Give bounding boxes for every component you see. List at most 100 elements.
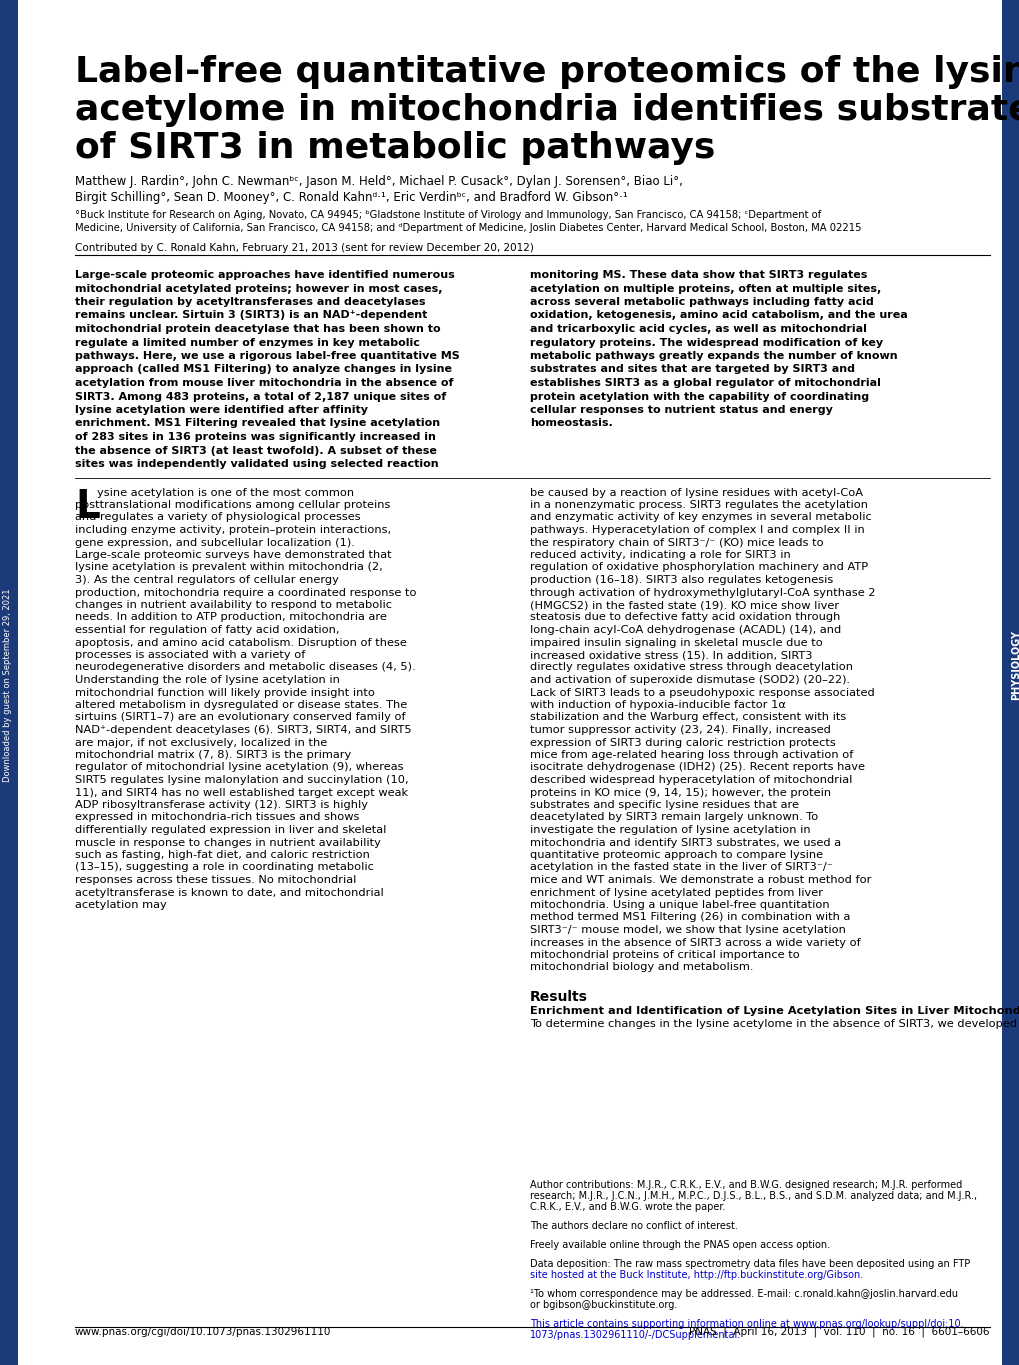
Text: site hosted at the Buck Institute, http://ftp.buckinstitute.org/Gibson.: site hosted at the Buck Institute, http:… [530,1269,862,1280]
Text: expression of SIRT3 during caloric restriction protects: expression of SIRT3 during caloric restr… [530,737,835,748]
Text: regulator of mitochondrial lysine acetylation (9), whereas: regulator of mitochondrial lysine acetyl… [75,763,404,773]
Text: Freely available online through the PNAS open access option.: Freely available online through the PNAS… [530,1239,829,1250]
Text: steatosis due to defective fatty acid oxidation through: steatosis due to defective fatty acid ox… [530,613,840,622]
Text: are major, if not exclusively, localized in the: are major, if not exclusively, localized… [75,737,327,748]
Text: processes is associated with a variety of: processes is associated with a variety o… [75,650,305,661]
Text: with induction of hypoxia-inducible factor 1α: with induction of hypoxia-inducible fact… [530,700,785,710]
Text: PNAS  |  April 16, 2013  |  vol. 110  |  no. 16  |  6601–6606: PNAS | April 16, 2013 | vol. 110 | no. 1… [689,1327,989,1336]
Text: ysine acetylation is one of the most common: ysine acetylation is one of the most com… [97,487,354,497]
Text: Lack of SIRT3 leads to a pseudohypoxic response associated: Lack of SIRT3 leads to a pseudohypoxic r… [530,688,874,698]
Text: increased oxidative stress (15). In addition, SIRT3: increased oxidative stress (15). In addi… [530,650,812,661]
Text: substrates and specific lysine residues that are: substrates and specific lysine residues … [530,800,798,809]
Text: (13–15), suggesting a role in coordinating metabolic: (13–15), suggesting a role in coordinati… [75,863,374,872]
Text: reduced activity, indicating a role for SIRT3 in: reduced activity, indicating a role for … [530,550,790,560]
Text: °Buck Institute for Research on Aging, Novato, CA 94945; ᵇGladstone Institute of: °Buck Institute for Research on Aging, N… [75,210,820,220]
Text: acetylome in mitochondria identifies substrates: acetylome in mitochondria identifies sub… [75,93,1019,127]
Text: posttranslational modifications among cellular proteins: posttranslational modifications among ce… [75,500,390,511]
Text: sirtuins (SIRT1–7) are an evolutionary conserved family of: sirtuins (SIRT1–7) are an evolutionary c… [75,713,406,722]
Text: Matthew J. Rardin°, John C. Newmanᵇᶜ, Jason M. Held°, Michael P. Cusack°, Dylan : Matthew J. Rardin°, John C. Newmanᵇᶜ, Ja… [75,175,682,188]
Text: SIRT3⁻/⁻ mouse model, we show that lysine acetylation: SIRT3⁻/⁻ mouse model, we show that lysin… [530,925,845,935]
Text: acetylation in the fasted state in the liver of SIRT3⁻/⁻: acetylation in the fasted state in the l… [530,863,832,872]
Text: mice from age-related hearing loss through activation of: mice from age-related hearing loss throu… [530,749,853,760]
Text: acetylation from mouse liver mitochondria in the absence of: acetylation from mouse liver mitochondri… [75,378,453,388]
Text: muscle in response to changes in nutrient availability: muscle in response to changes in nutrien… [75,838,380,848]
Text: www.pnas.org/cgi/doi/10.1073/pnas.1302961110: www.pnas.org/cgi/doi/10.1073/pnas.130296… [75,1327,331,1336]
Text: method termed MS1 Filtering (26) in combination with a: method termed MS1 Filtering (26) in comb… [530,912,850,923]
Text: in a nonenzymatic process. SIRT3 regulates the acetylation: in a nonenzymatic process. SIRT3 regulat… [530,500,867,511]
Text: PHYSIOLOGY: PHYSIOLOGY [1010,631,1019,700]
Text: protein acetylation with the capability of coordinating: protein acetylation with the capability … [530,392,868,401]
Text: mitochondrial function will likely provide insight into: mitochondrial function will likely provi… [75,688,375,698]
Text: mitochondrial biology and metabolism.: mitochondrial biology and metabolism. [530,962,753,972]
Text: and regulates a variety of physiological processes: and regulates a variety of physiological… [75,512,361,523]
Text: L: L [75,487,100,526]
Text: This article contains supporting information online at www.pnas.org/lookup/suppl: This article contains supporting informa… [530,1319,963,1330]
Text: Label-free quantitative proteomics of the lysine: Label-free quantitative proteomics of th… [75,55,1019,89]
Text: altered metabolism in dysregulated or disease states. The: altered metabolism in dysregulated or di… [75,700,407,710]
Text: the absence of SIRT3 (at least twofold). A subset of these: the absence of SIRT3 (at least twofold).… [75,445,436,456]
Text: quantitative proteomic approach to compare lysine: quantitative proteomic approach to compa… [530,850,822,860]
Text: cellular responses to nutrient status and energy: cellular responses to nutrient status an… [530,405,833,415]
Text: establishes SIRT3 as a global regulator of mitochondrial: establishes SIRT3 as a global regulator … [530,378,880,388]
Text: Author contributions: M.J.R., C.R.K., E.V., and B.W.G. designed research; M.J.R.: Author contributions: M.J.R., C.R.K., E.… [530,1179,961,1190]
Text: proteins in KO mice (9, 14, 15); however, the protein: proteins in KO mice (9, 14, 15); however… [530,788,830,797]
Text: mitochondria and identify SIRT3 substrates, we used a: mitochondria and identify SIRT3 substrat… [530,838,841,848]
Text: described widespread hyperacetylation of mitochondrial: described widespread hyperacetylation of… [530,775,852,785]
Text: acetylation may: acetylation may [75,900,166,910]
Text: lysine acetylation were identified after affinity: lysine acetylation were identified after… [75,405,368,415]
Text: and activation of superoxide dismutase (SOD2) (20–22).: and activation of superoxide dismutase (… [530,676,849,685]
Text: monitoring MS. These data show that SIRT3 regulates: monitoring MS. These data show that SIRT… [530,270,866,280]
Text: sites was independently validated using selected reaction: sites was independently validated using … [75,459,438,470]
Text: Large-scale proteomic approaches have identified numerous: Large-scale proteomic approaches have id… [75,270,454,280]
Text: lysine acetylation is prevalent within mitochondria (2,: lysine acetylation is prevalent within m… [75,562,382,572]
Text: Birgit Schilling°, Sean D. Mooney°, C. Ronald Kahnᵈ·¹, Eric Verdinᵇᶜ, and Bradfo: Birgit Schilling°, Sean D. Mooney°, C. R… [75,191,627,203]
Text: SIRT5 regulates lysine malonylation and succinylation (10,: SIRT5 regulates lysine malonylation and … [75,775,409,785]
Text: Data deposition: The raw mass spectrometry data files have been deposited using : Data deposition: The raw mass spectromet… [530,1259,969,1269]
Text: 3). As the central regulators of cellular energy: 3). As the central regulators of cellula… [75,575,338,586]
Text: 11), and SIRT4 has no well established target except weak: 11), and SIRT4 has no well established t… [75,788,408,797]
Text: C.R.K., E.V., and B.W.G. wrote the paper.: C.R.K., E.V., and B.W.G. wrote the paper… [530,1203,725,1212]
Text: substrates and sites that are targeted by SIRT3 and: substrates and sites that are targeted b… [530,364,854,374]
Text: 1073/pnas.1302961110/-/DCSupplemental.: 1073/pnas.1302961110/-/DCSupplemental. [530,1330,741,1340]
Text: To determine changes in the lysine acetylome in the absence of SIRT3, we develop: To determine changes in the lysine acety… [530,1020,1019,1029]
Text: enrichment. MS1 Filtering revealed that lysine acetylation: enrichment. MS1 Filtering revealed that … [75,419,439,429]
Text: remains unclear. Sirtuin 3 (SIRT3) is an NAD⁺-dependent: remains unclear. Sirtuin 3 (SIRT3) is an… [75,310,427,321]
Text: mitochondria. Using a unique label-free quantitation: mitochondria. Using a unique label-free … [530,900,828,910]
Bar [0,0,18,1365]
Text: be caused by a reaction of lysine residues with acetyl-CoA: be caused by a reaction of lysine residu… [530,487,862,497]
Text: Downloaded by guest on September 29, 2021: Downloaded by guest on September 29, 202… [3,588,12,782]
Bar [1001,0,1019,1365]
Text: acetylation on multiple proteins, often at multiple sites,: acetylation on multiple proteins, often … [530,284,880,293]
Text: pathways. Here, we use a rigorous label-free quantitative MS: pathways. Here, we use a rigorous label-… [75,351,460,360]
Text: (HMGCS2) in the fasted state (19). KO mice show liver: (HMGCS2) in the fasted state (19). KO mi… [530,601,839,610]
Text: essential for regulation of fatty acid oxidation,: essential for regulation of fatty acid o… [75,625,339,635]
Text: differentially regulated expression in liver and skeletal: differentially regulated expression in l… [75,824,386,835]
Text: their regulation by acetyltransferases and deacetylases: their regulation by acetyltransferases a… [75,298,425,307]
Text: metabolic pathways greatly expands the number of known: metabolic pathways greatly expands the n… [530,351,897,360]
Text: including enzyme activity, protein–protein interactions,: including enzyme activity, protein–prote… [75,526,390,535]
Text: through activation of hydroxymethylglutaryl-CoA synthase 2: through activation of hydroxymethylgluta… [530,587,874,598]
Text: or bgibson@buckinstitute.org.: or bgibson@buckinstitute.org. [530,1299,677,1310]
Text: impaired insulin signaling in skeletal muscle due to: impaired insulin signaling in skeletal m… [530,637,822,647]
Text: investigate the regulation of lysine acetylation in: investigate the regulation of lysine ace… [530,824,810,835]
Text: the respiratory chain of SIRT3⁻/⁻ (KO) mice leads to: the respiratory chain of SIRT3⁻/⁻ (KO) m… [530,538,822,547]
Text: approach (called MS1 Filtering) to analyze changes in lysine: approach (called MS1 Filtering) to analy… [75,364,451,374]
Text: production, mitochondria require a coordinated response to: production, mitochondria require a coord… [75,587,416,598]
Text: tumor suppressor activity (23, 24). Finally, increased: tumor suppressor activity (23, 24). Fina… [530,725,830,734]
Text: long-chain acyl-CoA dehydrogenase (ACADL) (14), and: long-chain acyl-CoA dehydrogenase (ACADL… [530,625,841,635]
Text: oxidation, ketogenesis, amino acid catabolism, and the urea: oxidation, ketogenesis, amino acid catab… [530,310,907,321]
Text: Results: Results [530,990,587,1005]
Text: and tricarboxylic acid cycles, as well as mitochondrial: and tricarboxylic acid cycles, as well a… [530,324,866,334]
Text: regulation of oxidative phosphorylation machinery and ATP: regulation of oxidative phosphorylation … [530,562,867,572]
Text: gene expression, and subcellular localization (1).: gene expression, and subcellular localiz… [75,538,355,547]
Text: apoptosis, and amino acid catabolism. Disruption of these: apoptosis, and amino acid catabolism. Di… [75,637,407,647]
Text: production (16–18). SIRT3 also regulates ketogenesis: production (16–18). SIRT3 also regulates… [530,575,833,586]
Text: Large-scale proteomic surveys have demonstrated that: Large-scale proteomic surveys have demon… [75,550,391,560]
Text: enrichment of lysine acetylated peptides from liver: enrichment of lysine acetylated peptides… [530,887,822,898]
Text: research; M.J.R., J.C.N., J.M.H., M.P.C., D.J.S., B.L., B.S., and S.D.M. analyze: research; M.J.R., J.C.N., J.M.H., M.P.C.… [530,1192,976,1201]
Text: homeostasis.: homeostasis. [530,419,612,429]
Text: pathways. Hyperacetylation of complex I and complex II in: pathways. Hyperacetylation of complex I … [530,526,864,535]
Text: Enrichment and Identification of Lysine Acetylation Sites in Liver Mitochondria.: Enrichment and Identification of Lysine … [530,1006,1019,1016]
Text: needs. In addition to ATP production, mitochondria are: needs. In addition to ATP production, mi… [75,613,386,622]
Text: mice and WT animals. We demonstrate a robust method for: mice and WT animals. We demonstrate a ro… [530,875,870,885]
